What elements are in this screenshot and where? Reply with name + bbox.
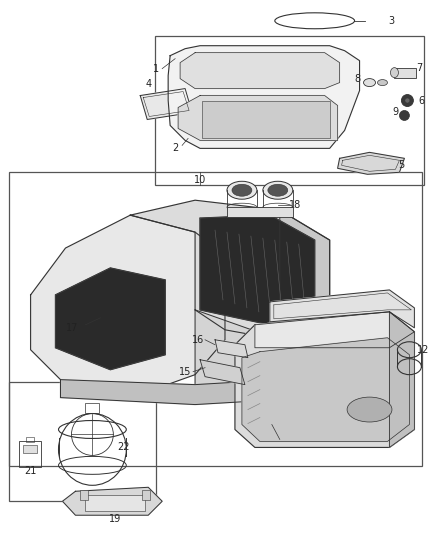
Ellipse shape [378,79,388,86]
Text: 16: 16 [192,335,204,345]
Bar [23,446,37,454]
Polygon shape [60,379,280,405]
Bar [25,438,34,442]
Text: 19: 19 [109,514,121,524]
Text: 13: 13 [378,385,391,394]
Text: 11: 11 [361,295,374,305]
Bar [85,402,99,413]
Text: 9: 9 [392,108,399,117]
Ellipse shape [268,184,288,196]
Polygon shape [180,53,339,88]
Text: 17: 17 [66,323,79,333]
Polygon shape [270,290,414,328]
Polygon shape [130,200,330,340]
Polygon shape [200,360,245,385]
Text: 10: 10 [194,175,206,185]
Polygon shape [215,340,248,358]
Ellipse shape [227,181,257,199]
Text: 21: 21 [25,466,37,477]
Ellipse shape [405,98,410,103]
Ellipse shape [347,397,392,422]
Polygon shape [140,88,192,119]
Text: 15: 15 [179,367,191,377]
Ellipse shape [232,184,252,196]
Text: 14: 14 [259,419,271,430]
Polygon shape [242,338,410,441]
Text: 2: 2 [172,143,178,154]
Polygon shape [235,312,414,447]
Bar [85,495,145,511]
Polygon shape [63,487,162,515]
Bar [9,172,422,466]
Polygon shape [389,312,414,447]
Polygon shape [280,210,330,340]
Text: 3: 3 [389,16,395,26]
Polygon shape [31,215,225,400]
Bar [81,490,88,500]
Text: 1: 1 [153,63,159,74]
Text: 20: 20 [74,383,87,393]
Polygon shape [56,268,165,370]
Polygon shape [168,46,360,148]
Polygon shape [195,310,280,400]
Ellipse shape [401,94,413,107]
Bar [19,441,41,467]
Polygon shape [178,95,338,140]
Bar [202,101,330,139]
Text: 22: 22 [117,442,130,453]
Ellipse shape [364,78,375,86]
Polygon shape [255,312,414,348]
Bar [142,490,150,500]
Text: 4: 4 [145,78,151,88]
Text: 12: 12 [417,345,430,355]
Text: 6: 6 [418,95,424,106]
Ellipse shape [263,181,293,199]
Text: 5: 5 [398,160,405,171]
Bar [227,207,293,217]
Bar [395,68,417,78]
Polygon shape [200,215,314,325]
Ellipse shape [390,68,399,78]
Bar [9,382,156,501]
Text: 18: 18 [289,200,301,210]
Bar [155,36,424,185]
Polygon shape [338,152,404,174]
Text: 7: 7 [416,63,423,72]
Ellipse shape [399,110,410,120]
Text: 8: 8 [354,74,360,84]
